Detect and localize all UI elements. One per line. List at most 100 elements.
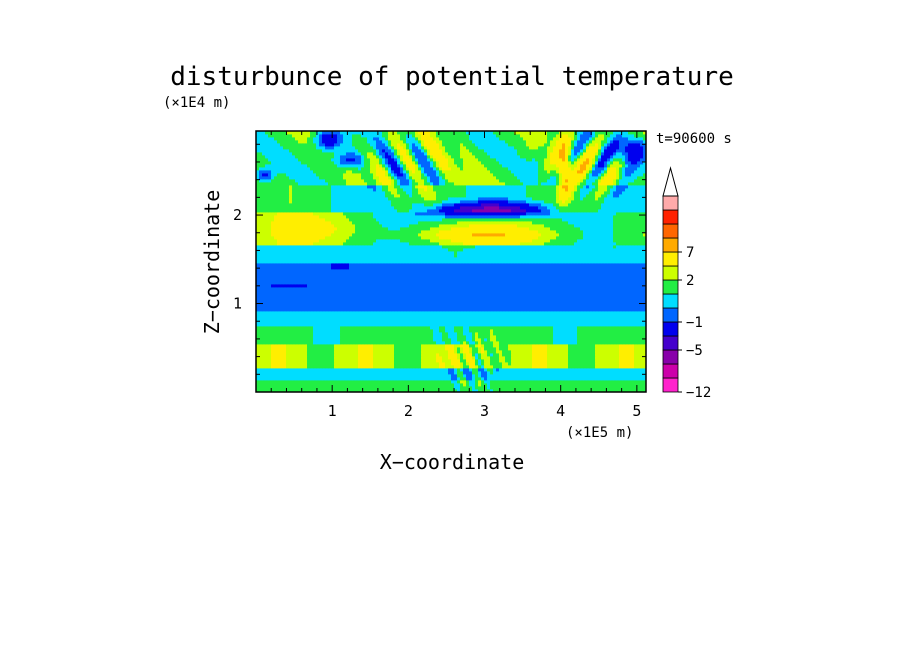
heatmap-cell: [439, 287, 443, 291]
heatmap-cell: [439, 317, 443, 321]
heatmap-cell: [544, 290, 548, 294]
heatmap-cell: [451, 356, 455, 360]
heatmap-cell: [352, 353, 356, 357]
heatmap-cell: [367, 353, 371, 357]
heatmap-cell: [364, 344, 368, 348]
heatmap-cell: [478, 314, 482, 318]
heatmap-cell: [643, 353, 646, 357]
heatmap-cell: [343, 377, 347, 381]
heatmap-cell: [439, 359, 443, 363]
heatmap-cell: [313, 380, 317, 384]
heatmap-cell: [535, 350, 539, 354]
heatmap-cell: [427, 371, 431, 375]
heatmap-cell: [574, 326, 578, 330]
heatmap-cell: [526, 281, 530, 285]
heatmap-cell: [340, 296, 344, 300]
heatmap-cell: [523, 305, 527, 309]
heatmap-cell: [445, 362, 449, 366]
heatmap-cell: [622, 380, 626, 384]
heatmap-cell: [547, 365, 551, 369]
heatmap-cell: [424, 278, 428, 282]
heatmap-cell: [520, 284, 524, 288]
heatmap-cell: [412, 377, 416, 381]
heatmap-cell: [469, 350, 473, 354]
heatmap-cell: [439, 332, 443, 336]
heatmap-cell: [358, 284, 362, 288]
heatmap-cell: [415, 329, 419, 333]
heatmap-cell: [532, 365, 536, 369]
heatmap-cell: [505, 287, 509, 291]
heatmap-cell: [628, 350, 632, 354]
heatmap-cell: [265, 380, 269, 384]
heatmap-cell: [262, 362, 266, 366]
heatmap-cell: [538, 377, 542, 381]
heatmap-cell: [520, 386, 524, 390]
heatmap-cell: [442, 365, 446, 369]
heatmap-cell: [448, 380, 452, 384]
heatmap-cell: [370, 374, 374, 378]
heatmap-cell: [526, 305, 530, 309]
heatmap-cell: [304, 287, 308, 291]
heatmap-cell: [619, 371, 623, 375]
heatmap-cell: [463, 380, 467, 384]
heatmap-cell: [394, 341, 398, 345]
heatmap-cell: [613, 305, 617, 309]
heatmap-cell: [535, 317, 539, 321]
heatmap-cell: [613, 371, 617, 375]
heatmap-cell: [304, 377, 308, 381]
heatmap-cell: [517, 302, 521, 306]
heatmap-cell: [262, 344, 266, 348]
heatmap-cell: [535, 290, 539, 294]
heatmap-cell: [595, 320, 599, 324]
heatmap-cell: [589, 302, 593, 306]
heatmap-cell: [496, 383, 500, 387]
heatmap-cell: [337, 296, 341, 300]
heatmap-cell: [628, 383, 632, 387]
heatmap-cell: [412, 335, 416, 339]
heatmap-cell: [640, 377, 644, 381]
heatmap-cell: [586, 329, 590, 333]
heatmap-cell: [322, 284, 326, 288]
heatmap-cell: [460, 317, 464, 321]
heatmap-cell: [421, 308, 425, 312]
heatmap-cell: [631, 335, 635, 339]
heatmap-cell: [295, 320, 299, 324]
heatmap-cell: [463, 296, 467, 300]
heatmap-cell: [574, 371, 578, 375]
heatmap-cell: [451, 329, 455, 333]
heatmap-cell: [271, 368, 275, 372]
heatmap-cell: [583, 278, 587, 282]
heatmap-cell: [271, 332, 275, 336]
heatmap-cell: [517, 314, 521, 318]
heatmap-cell: [298, 371, 302, 375]
heatmap-cell: [577, 374, 581, 378]
heatmap-cell: [451, 353, 455, 357]
heatmap-cell: [550, 371, 554, 375]
heatmap-cell: [511, 359, 515, 363]
heatmap-cell: [496, 296, 500, 300]
heatmap-cell: [412, 386, 416, 390]
heatmap-cell: [268, 293, 272, 297]
heatmap-cell: [562, 344, 566, 348]
heatmap-cell: [634, 290, 638, 294]
heatmap-cell: [565, 377, 569, 381]
heatmap-cell: [586, 335, 590, 339]
heatmap-cell: [532, 359, 536, 363]
heatmap-cell: [370, 353, 374, 357]
heatmap-cell: [580, 383, 584, 387]
heatmap-cell: [430, 344, 434, 348]
heatmap-cell: [406, 338, 410, 342]
heatmap-cell: [370, 323, 374, 327]
heatmap-cell: [361, 380, 365, 384]
heatmap-cell: [559, 290, 563, 294]
heatmap-cell: [313, 335, 317, 339]
heatmap-cell: [256, 317, 260, 321]
heatmap-cell: [619, 380, 623, 384]
heatmap-cell: [403, 311, 407, 315]
heatmap-cell: [577, 362, 581, 366]
heatmap-cell: [490, 377, 494, 381]
heatmap-cell: [424, 293, 428, 297]
heatmap-cell: [478, 383, 482, 387]
heatmap-cell: [295, 275, 299, 279]
heatmap-cell: [385, 371, 389, 375]
